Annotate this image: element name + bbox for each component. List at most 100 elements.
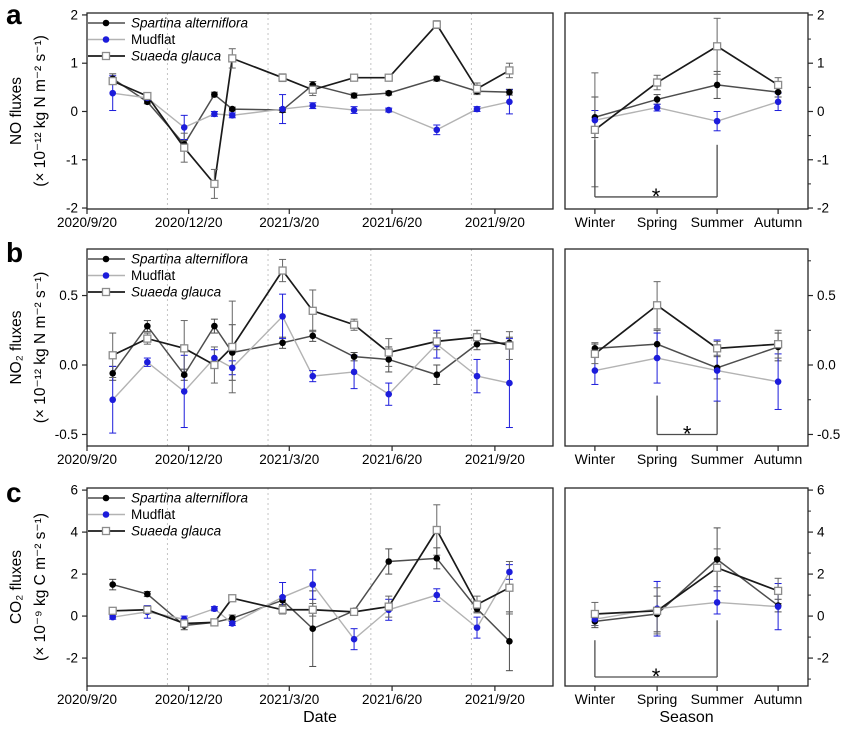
square-marker — [472, 600, 482, 609]
circle-marker — [309, 332, 317, 340]
square-marker — [180, 143, 189, 152]
series-line-suaeda — [112, 528, 510, 625]
legend-circle-marker — [102, 36, 110, 43]
y-tick-label: -2 — [66, 201, 78, 216]
y-axis: 0.5 0.0 -0.5 — [808, 260, 840, 442]
series-markers-mudflat — [591, 354, 782, 385]
panel-b_seasonal: 0.5 0.0 -0.5 Winter Spring Summer Autumn * — [564, 248, 840, 467]
circle-marker — [228, 112, 236, 119]
x-tick-label: 2021/6/20 — [362, 215, 422, 230]
legend-label-spartina: Spartina alterniflora — [131, 491, 249, 506]
y-tick-label: 0 — [817, 104, 825, 119]
circle-marker — [211, 605, 218, 613]
x-tick-label: Winter — [575, 214, 616, 230]
panel-c_timeseries: 6 4 2 0 -2 2020/9/20 2020/12/20 2021/3/20 2021/6… — [8, 483, 554, 707]
square-marker — [432, 525, 441, 535]
circle-marker — [506, 568, 513, 576]
error-bars-suaeda — [591, 281, 782, 365]
circle-marker — [144, 358, 151, 366]
square-marker — [652, 606, 662, 615]
x-tick-label: 2021/9/20 — [465, 452, 525, 467]
circle-marker — [180, 124, 188, 131]
circle-marker — [506, 637, 513, 645]
circle-marker — [211, 110, 218, 118]
circle-marker — [385, 106, 393, 114]
x-tick-label: Summer — [691, 451, 744, 467]
legend-circle-marker — [102, 511, 110, 518]
circle-marker — [228, 620, 236, 627]
square-marker — [773, 80, 783, 90]
series-line-suaeda — [112, 23, 510, 186]
series-line-suaeda — [594, 45, 779, 131]
legend-label-mudflat: Mudflat — [131, 32, 176, 47]
circle-marker — [591, 367, 599, 374]
square-marker — [308, 605, 317, 614]
error-bars-suaeda — [109, 20, 513, 199]
error-bars-suaeda — [591, 548, 782, 635]
circle-marker — [350, 106, 358, 114]
square-marker — [180, 619, 189, 628]
square-marker — [432, 20, 441, 29]
error-bars-mudflat — [591, 92, 782, 132]
series-markers-spartina — [109, 322, 513, 379]
series-markers-suaeda — [590, 563, 783, 619]
circle-marker — [211, 91, 218, 98]
plot-frame — [86, 487, 554, 687]
y-tick-label: 2 — [70, 567, 78, 582]
circle-marker — [228, 105, 236, 113]
circle-marker — [144, 322, 151, 330]
x-tick-label: 2020/12/20 — [155, 452, 223, 467]
x-tick-label: Autumn — [754, 691, 802, 707]
plot-frame — [564, 248, 809, 447]
circle-marker — [433, 75, 441, 82]
y-tick-label: 2 — [817, 7, 825, 22]
square-marker — [108, 351, 117, 360]
panel-a_seasonal: 2 1 0 -1 -2 Winter Spring Summer Autumn * — [564, 7, 829, 230]
x-tick-label: 2021/3/20 — [259, 452, 319, 467]
circle-marker — [433, 555, 441, 562]
square-marker — [278, 605, 287, 614]
circle-marker — [109, 581, 117, 588]
series-line-mudflat — [594, 101, 779, 122]
circle-marker — [433, 126, 441, 134]
circle-marker — [713, 556, 721, 563]
y-tick-label: -0.5 — [817, 427, 840, 442]
y-tick-label: -2 — [817, 651, 829, 666]
legend-label-spartina: Spartina alterniflora — [131, 16, 249, 31]
square-marker — [773, 586, 783, 596]
circle-marker — [350, 635, 358, 643]
legend-circle-marker — [102, 272, 110, 279]
series-markers-spartina — [109, 555, 513, 645]
x-tick-label: 2021/9/20 — [465, 215, 525, 230]
significance-bracket: * — [594, 139, 718, 209]
circle-marker — [385, 390, 393, 398]
x-tick-label: Spring — [637, 691, 677, 707]
square-marker — [143, 605, 152, 614]
legend-square-marker — [101, 51, 111, 61]
x-axis: Winter Spring Summer Autumn — [575, 209, 802, 230]
square-marker — [472, 333, 482, 342]
series-line-spartina — [594, 558, 779, 623]
x-tick-label: 2021/6/20 — [362, 452, 422, 467]
legend-label-mudflat: Mudflat — [131, 268, 176, 283]
error-bars-mudflat — [591, 332, 782, 410]
square-marker — [349, 607, 359, 617]
square-marker — [143, 91, 152, 101]
series-line-mudflat — [594, 601, 779, 620]
square-marker — [108, 76, 117, 86]
error-bars-spartina — [591, 70, 782, 139]
circle-marker — [279, 105, 286, 113]
circle-marker — [228, 364, 236, 372]
y-axis-title: CO₂ fluxes — [8, 550, 25, 624]
series-line-spartina — [594, 343, 779, 369]
y-axis: 2 1 0 -1 -2 — [66, 7, 87, 216]
y-axis-title-units: (× 10⁻¹² kg N m⁻² s⁻¹) — [32, 35, 49, 187]
series-line-mudflat — [112, 571, 511, 641]
square-marker — [652, 78, 662, 87]
x-tick-label: Winter — [575, 451, 616, 467]
series-line-spartina — [112, 324, 510, 377]
legend-label-mudflat: Mudflat — [131, 507, 176, 522]
circle-marker — [109, 89, 117, 97]
error-bars-spartina — [591, 329, 782, 380]
